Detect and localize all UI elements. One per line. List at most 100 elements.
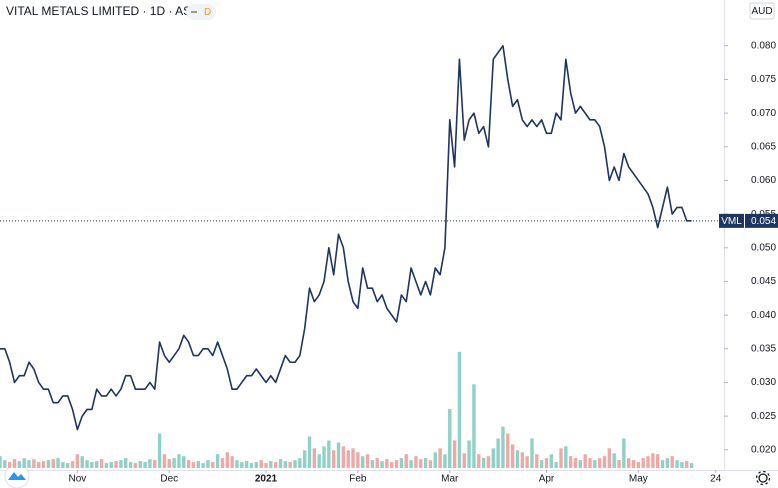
volume-bar [293, 460, 297, 468]
logo[interactable] [4, 463, 30, 488]
volume-bar [583, 454, 587, 468]
volume-bar [438, 448, 442, 468]
volume-bar [380, 461, 384, 468]
y-tick-label: 0.025 [751, 411, 776, 422]
volume-bar [356, 452, 360, 468]
volume-bar [564, 446, 568, 468]
volume-bar [201, 463, 205, 468]
volume-bar [186, 460, 191, 468]
volume-bar [51, 459, 55, 468]
volume-bar [336, 442, 341, 468]
volume-bar [230, 456, 234, 468]
volume-bar [327, 440, 331, 468]
volume-bar [157, 433, 162, 468]
volume-bar [656, 454, 660, 468]
volume-bar [588, 458, 592, 468]
volume-bar [317, 454, 321, 468]
volume-bar [685, 461, 689, 468]
volume-bar [143, 462, 147, 468]
volume-bar [617, 460, 621, 468]
volume-bar [423, 458, 428, 468]
volume-bar [597, 458, 602, 468]
volume-bar [660, 460, 665, 468]
volume-bar [414, 456, 418, 468]
volume-bar [235, 460, 239, 468]
volume-bar [399, 458, 404, 468]
volume-bar [530, 438, 534, 468]
settings-icon[interactable] [755, 470, 771, 486]
volume-bar [0, 456, 2, 468]
volume-bar [506, 433, 510, 468]
x-tick-label: Mar [441, 474, 459, 485]
x-tick-label: 24 [710, 474, 722, 485]
volume-bar [244, 461, 249, 468]
y-tick-label: 0.045 [751, 276, 776, 287]
volume-bar [80, 456, 84, 468]
volume-bar [196, 461, 200, 468]
volume-bar [636, 462, 641, 468]
volume-bar [670, 456, 674, 468]
volume-bar [477, 454, 481, 468]
volume-bar [689, 463, 694, 468]
volume-bar [225, 452, 229, 468]
last-price-label: 0.054 [751, 216, 776, 227]
volume-bar [680, 462, 684, 468]
volume-bar [515, 450, 520, 468]
volume-bar [675, 460, 679, 468]
series-name: VML [721, 216, 742, 227]
volume-bar [322, 446, 326, 468]
volume-bar [95, 461, 99, 468]
volume-bar [593, 460, 597, 468]
volume-bar [90, 462, 94, 468]
volume-bar [641, 458, 645, 468]
volume-bar [646, 456, 650, 468]
volume-bar [496, 438, 500, 468]
status-pill[interactable] [186, 4, 216, 20]
volume-bar [568, 456, 573, 468]
volume-bar [607, 448, 612, 468]
x-tick-label: Nov [68, 474, 86, 485]
volume-bar [312, 448, 317, 468]
volume-bar [651, 453, 655, 468]
volume-bar [443, 454, 447, 468]
volume-bar [385, 459, 389, 468]
volume-bar [510, 444, 515, 468]
volume-bar [167, 459, 171, 468]
x-tick-label: May [629, 474, 648, 485]
volume-bar [133, 463, 138, 468]
volume-bar [206, 460, 210, 468]
volume-bar [3, 460, 7, 468]
currency-box[interactable] [749, 2, 775, 20]
y-tick-label: 0.030 [751, 377, 776, 388]
volume-bar [626, 458, 631, 468]
volume-bar [665, 458, 670, 468]
volume-bar [404, 454, 408, 468]
volume-bar [457, 351, 462, 468]
volume-bar [351, 448, 355, 468]
volume-bar [172, 458, 176, 468]
volume-bar [162, 454, 167, 468]
price-line [0, 44, 692, 431]
volume-bar [138, 461, 142, 468]
volume-bar [191, 462, 196, 468]
series-name-badge [719, 213, 744, 228]
volume-bar [254, 462, 259, 468]
currency-label: AUD [751, 6, 772, 17]
y-tick-label: 0.080 [751, 40, 776, 51]
y-tick-label: 0.075 [751, 74, 776, 85]
volume-bar [70, 461, 75, 468]
volume-bar [631, 460, 636, 468]
volume-bar [554, 462, 558, 468]
volume-bar [66, 463, 70, 468]
volume-bar [215, 454, 220, 468]
volume-bar [124, 458, 128, 468]
volume-bar [85, 460, 89, 468]
y-tick-label: 0.020 [751, 444, 776, 455]
interval-badge: D [204, 7, 211, 18]
volume-bar [341, 446, 346, 468]
volume-bar [346, 450, 350, 468]
volume-bar [288, 462, 292, 468]
volume-bar [153, 460, 157, 468]
volume-bar [472, 384, 476, 468]
